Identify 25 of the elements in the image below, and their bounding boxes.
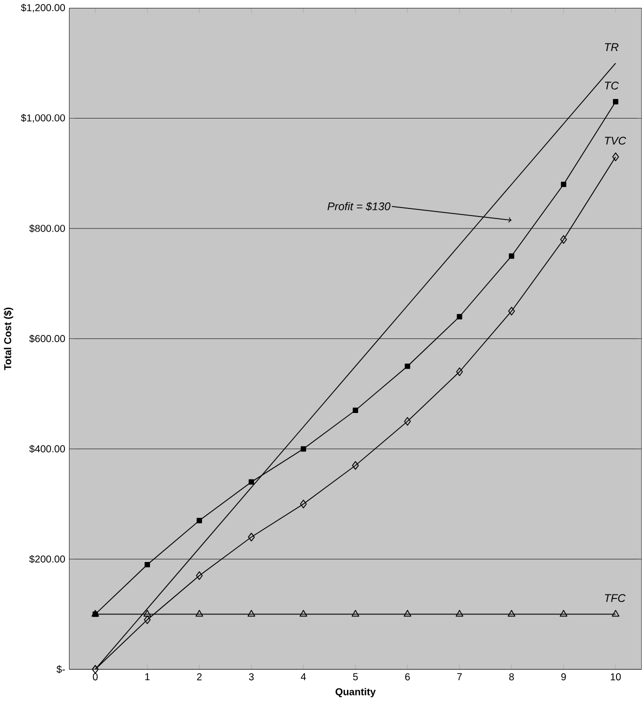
- series-label: TFC: [605, 594, 626, 602]
- y-tick-label: $200.00: [29, 555, 66, 564]
- x-tick-label: 5: [353, 673, 358, 680]
- y-tick-label: $1,000.00: [21, 114, 66, 123]
- y-tick-label: $1,200.00: [21, 4, 66, 12]
- y-tick-label: $800.00: [29, 224, 66, 233]
- series-label: TC: [605, 82, 619, 90]
- x-tick-label: 4: [300, 673, 306, 680]
- x-tick-label: 6: [405, 673, 410, 680]
- y-tick-label: $400.00: [29, 444, 66, 453]
- x-tick-label: 10: [610, 673, 621, 680]
- y-tick-label: $600.00: [29, 334, 66, 343]
- x-tick-label: 7: [457, 673, 462, 680]
- x-tick-label: 1: [145, 673, 150, 680]
- x-tick-label: 2: [197, 673, 202, 680]
- x-tick-label: 3: [249, 673, 254, 680]
- x-axis-title: Quantity: [336, 688, 376, 698]
- annotation: Profit = $130: [328, 202, 391, 211]
- y-axis-title: Total Cost ($): [4, 308, 14, 370]
- x-tick-label: 8: [509, 673, 514, 680]
- series-label: TVC: [605, 136, 626, 145]
- series-label: TR: [605, 43, 618, 51]
- x-tick-label: 9: [561, 673, 566, 680]
- x-tick-label: 0: [92, 673, 98, 680]
- y-tick-label: $-: [56, 665, 65, 674]
